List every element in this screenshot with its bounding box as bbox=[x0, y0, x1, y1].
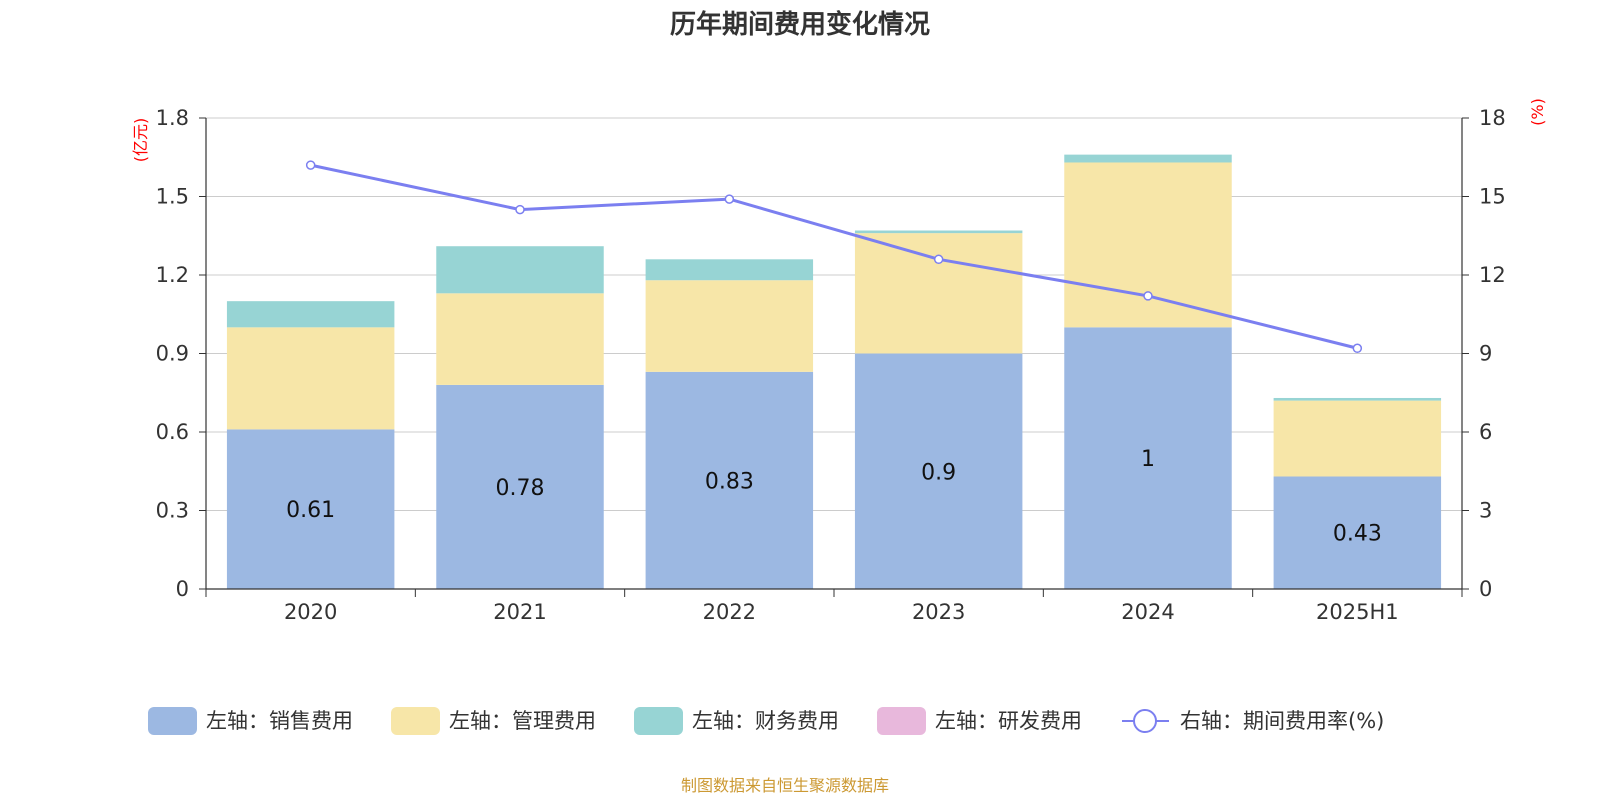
data-label: 0.9 bbox=[921, 460, 956, 485]
bar-segment bbox=[436, 384, 604, 589]
left-axis-tick-label: 0 bbox=[176, 577, 189, 601]
rate-point bbox=[305, 160, 316, 170]
left-axis-tick-label: 1.8 bbox=[156, 106, 189, 130]
right-axis-tick-label: 0 bbox=[1479, 577, 1492, 601]
legend-label: 左轴：研发费用 bbox=[935, 709, 1082, 733]
bar-segment bbox=[436, 246, 604, 294]
left-axis-tick-label: 0.6 bbox=[156, 420, 189, 444]
data-label: 0.61 bbox=[286, 498, 335, 523]
rate-line-path bbox=[310, 163, 1358, 350]
left-axis-unit: (亿元) bbox=[131, 118, 150, 163]
bars bbox=[226, 154, 1442, 589]
bar-segment bbox=[1064, 327, 1232, 589]
x-axis-tick-label: 2025H1 bbox=[1316, 600, 1399, 624]
right-axis-tick-label: 15 bbox=[1479, 185, 1506, 209]
rate-point bbox=[933, 254, 944, 265]
bar-segment bbox=[854, 353, 1023, 589]
rate-point bbox=[515, 204, 525, 215]
bar-segment bbox=[645, 259, 814, 281]
legend-swatch bbox=[148, 707, 197, 735]
legend-swatch bbox=[877, 707, 926, 735]
data-label: 0.83 bbox=[705, 469, 754, 494]
bar-segment bbox=[226, 429, 395, 589]
axes: (亿元) (%) 0 0.3 0.6 0.9 1.2 1.5 1.8 0 3 6 9 12 15 18 20… bbox=[131, 98, 1547, 624]
chart-title: 历年期间费用变化情况 bbox=[670, 9, 930, 40]
x-axis-tick-label: 2022 bbox=[703, 600, 756, 624]
bar-segment bbox=[854, 233, 1023, 354]
right-axis-tick-label: 9 bbox=[1479, 342, 1492, 366]
data-label: 0.43 bbox=[1333, 522, 1382, 547]
right-axis-unit: (%) bbox=[1528, 98, 1547, 126]
left-axis-tick-label: 1.5 bbox=[156, 185, 189, 209]
bar-segment bbox=[226, 327, 395, 430]
left-axis-tick-label: 0.3 bbox=[156, 499, 189, 523]
data-labels: 0.61 0.78 0.83 0.9 1 0.43 bbox=[286, 447, 1382, 547]
bar-segment bbox=[1064, 162, 1232, 328]
source-note: 制图数据来自恒生聚源数据库 bbox=[681, 776, 889, 795]
bar-segment bbox=[1273, 397, 1442, 401]
rate-line bbox=[305, 160, 1363, 354]
legend[interactable]: 左轴：销售费用 左轴：管理费用 左轴：财务费用 左轴：研发费用 右轴：期间费用率(%) bbox=[148, 707, 1384, 735]
bar-segment bbox=[645, 280, 814, 372]
legend-label: 左轴：财务费用 bbox=[692, 709, 839, 733]
rate-point bbox=[1143, 291, 1153, 301]
bar-segment bbox=[226, 301, 395, 328]
bar-segment bbox=[645, 371, 814, 589]
right-axis-tick-label: 12 bbox=[1479, 263, 1506, 287]
bar-segment bbox=[1273, 400, 1442, 477]
legend-swatch bbox=[634, 707, 683, 735]
x-axis-tick-label: 2021 bbox=[493, 600, 546, 624]
rate-point bbox=[724, 194, 735, 204]
left-axis-tick-label: 0.9 bbox=[156, 342, 189, 366]
bar-segment bbox=[854, 230, 1023, 234]
legend-marker bbox=[1133, 709, 1157, 733]
rate-point bbox=[1352, 343, 1363, 354]
x-axis-tick-label: 2020 bbox=[284, 600, 337, 624]
legend-swatch bbox=[391, 707, 440, 735]
left-axis-tick-label: 1.2 bbox=[156, 263, 189, 287]
x-axis-tick-label: 2024 bbox=[1121, 600, 1174, 624]
data-label: 1 bbox=[1141, 447, 1155, 472]
legend-label: 左轴：销售费用 bbox=[206, 709, 353, 733]
gridlines bbox=[206, 117, 1462, 511]
right-axis-tick-label: 6 bbox=[1479, 420, 1492, 444]
bar-segment bbox=[436, 293, 604, 385]
legend-label: 右轴：期间费用率(%) bbox=[1180, 709, 1384, 733]
data-label: 0.78 bbox=[496, 476, 545, 501]
right-axis-tick-label: 18 bbox=[1479, 106, 1506, 130]
right-axis-tick-label: 3 bbox=[1479, 499, 1492, 523]
bar-segment bbox=[1273, 476, 1442, 589]
legend-label: 左轴：管理费用 bbox=[449, 709, 596, 733]
x-axis-tick-label: 2023 bbox=[912, 600, 965, 624]
bar-segment bbox=[1064, 154, 1232, 163]
